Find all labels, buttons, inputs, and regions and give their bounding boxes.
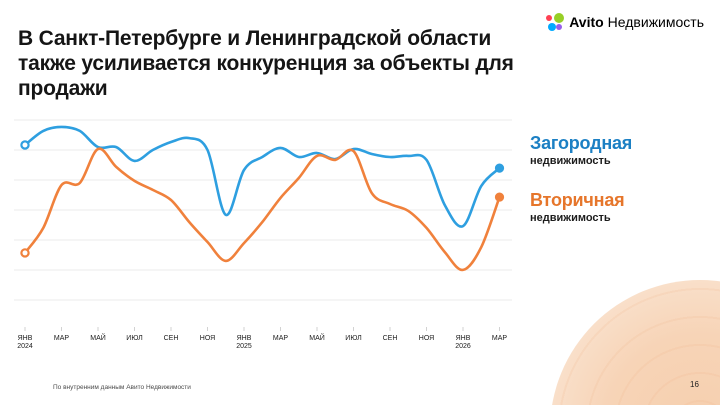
logo-product-text: Недвижимость: [607, 14, 704, 30]
x-axis-label: НОЯ: [200, 335, 215, 342]
x-axis-year-label: 2025: [236, 343, 252, 350]
series-line: [23, 125, 501, 228]
avito-logo: Avito Недвижимость: [546, 13, 704, 31]
x-axis-label: ИЮЛ: [126, 335, 143, 342]
legend-item-secondary: Вторичная недвижимость: [530, 190, 710, 224]
page-number: 16: [690, 380, 699, 389]
chart-legend: Загородная недвижимость Вторичная недвиж…: [530, 133, 710, 247]
x-axis-label: СЕН: [164, 335, 179, 342]
series-start-marker: [20, 248, 30, 258]
series-start-marker: [20, 140, 30, 150]
chart-gridlines: [14, 119, 512, 301]
legend-title-secondary: Вторичная: [530, 190, 625, 210]
x-axis-label: МАР: [54, 335, 70, 342]
x-axis-label: МАЙ: [309, 333, 325, 342]
legend-subtitle-suburban: недвижимость: [530, 155, 611, 167]
x-axis-label: ИЮЛ: [345, 335, 362, 342]
avito-logo-icon: [546, 13, 565, 31]
legend-title-suburban: Загородная: [530, 133, 633, 153]
series-end-marker: [494, 192, 505, 202]
series-secondary: [20, 147, 505, 272]
x-axis-year-label: 2026: [455, 343, 471, 350]
slide-title: В Санкт-Петербурге и Ленинградской облас…: [18, 27, 514, 101]
legend-subtitle-secondary: недвижимость: [530, 212, 611, 224]
logo-brand-text: Avito: [569, 14, 604, 30]
x-axis-label: НОЯ: [419, 335, 434, 342]
x-axis-label: МАР: [492, 335, 508, 342]
x-axis-label: СЕН: [383, 335, 398, 342]
legend-item-suburban: Загородная недвижимость: [530, 133, 710, 167]
x-axis-label: МАР: [273, 335, 289, 342]
x-axis-label: ЯНВ: [18, 335, 33, 342]
x-axis-label: ЯНВ: [456, 335, 471, 342]
series-end-marker: [494, 163, 505, 173]
series-line: [23, 147, 501, 272]
x-axis-label: МАЙ: [90, 333, 106, 342]
x-axis-year-label: 2024: [17, 343, 33, 350]
x-axis-label: ЯНВ: [237, 335, 252, 342]
source-note: По внутренним данным Авито Недвижимости: [53, 384, 191, 391]
series-suburban: [20, 125, 505, 228]
